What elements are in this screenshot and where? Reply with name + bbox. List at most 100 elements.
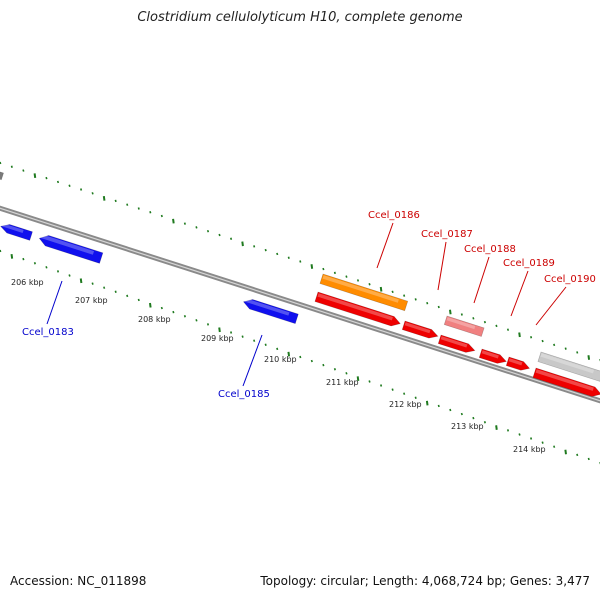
gene-label-leader	[242, 334, 263, 387]
scale-tick	[310, 359, 313, 363]
scale-tick	[564, 449, 567, 455]
scale-tick	[33, 262, 36, 265]
scale-tick	[206, 323, 210, 326]
scale-tick	[356, 376, 360, 382]
gene-label[interactable]: Ccel_0189	[503, 258, 555, 269]
scale-tick	[10, 253, 14, 259]
scale-tick	[379, 286, 383, 292]
gene-arrow-body	[478, 348, 507, 364]
scale-tick	[368, 380, 371, 383]
scale-tick	[0, 249, 2, 253]
gene-arrow-reverse[interactable]	[242, 297, 299, 325]
scale-tick	[310, 264, 314, 269]
scale-tick	[287, 256, 290, 259]
scale-label: 207 kbp	[75, 296, 108, 305]
scale-tick	[391, 388, 394, 391]
scale-tick	[10, 165, 13, 169]
accession-text: Accession: NC_011898	[10, 574, 147, 588]
scale-tick	[33, 173, 37, 178]
gene-arrow-highlight	[404, 322, 431, 334]
scale-tick	[322, 363, 325, 367]
gene-label[interactable]: Ccel_0190	[544, 274, 596, 285]
scale-tick	[22, 257, 25, 261]
scale-tick	[160, 214, 163, 218]
scale-tick	[114, 290, 117, 293]
scale-tick	[518, 332, 521, 338]
scale-tick	[541, 339, 544, 343]
scale-tick	[483, 421, 486, 424]
scale-tick	[172, 218, 175, 224]
scale-tick	[195, 226, 198, 229]
gene-label-leader	[535, 286, 567, 326]
scale-label: 214 kbp	[513, 445, 546, 454]
scale-tick	[68, 274, 71, 277]
gene-arrow-forward[interactable]	[314, 291, 402, 328]
gene-arrow-highlight	[446, 317, 476, 330]
scale-tick	[472, 416, 475, 420]
gene-arrow-forward[interactable]	[437, 334, 476, 355]
scale-tick	[80, 188, 83, 191]
scale-tick	[414, 298, 417, 301]
gene-arrow-highlight	[244, 298, 290, 316]
scale-tick	[126, 203, 129, 206]
scale-tick	[437, 404, 440, 408]
scale-tick	[230, 331, 233, 334]
scale-tick	[425, 400, 429, 406]
gene-arrow-highlight	[440, 336, 468, 348]
gene-label[interactable]: Ccel_0185	[218, 389, 270, 400]
scale-tick	[299, 260, 302, 263]
scale-tick	[183, 222, 186, 225]
gene-label-leader	[510, 270, 529, 317]
gene-arrow-forward[interactable]	[401, 320, 439, 341]
gene-arrow-body	[401, 320, 439, 339]
gene-arrow-highlight	[508, 358, 523, 366]
scale-tick	[391, 290, 394, 294]
scale-tick	[449, 309, 452, 315]
scale-tick	[495, 324, 498, 328]
gene-arrow-reverse[interactable]	[0, 222, 33, 241]
scale-tick	[79, 278, 83, 284]
scale-tick	[403, 392, 406, 395]
gene-arrow-highlight	[322, 275, 399, 303]
gene-arrow-body	[437, 334, 476, 353]
gene-label[interactable]: Ccel_0188	[464, 244, 516, 255]
scale-label: 210 kbp	[264, 355, 297, 364]
gene-arrow-highlight	[481, 350, 499, 359]
scale-tick	[149, 302, 152, 308]
gene-label[interactable]: Ccel_0183	[22, 327, 74, 338]
scale-tick	[218, 327, 221, 333]
scale-tick	[45, 266, 48, 269]
scale-tick	[241, 241, 244, 247]
gene-arrow-body	[38, 235, 104, 264]
gene-arrow-forward[interactable]	[505, 356, 531, 373]
scale-tick	[437, 305, 440, 309]
scale-tick	[553, 343, 556, 347]
scale-label: 212 kbp	[389, 400, 422, 409]
gene-arrow-forward[interactable]	[532, 367, 600, 399]
scale-tick	[518, 433, 521, 436]
scale-tick	[230, 237, 233, 240]
gene-label[interactable]: Ccel_0187	[421, 229, 473, 240]
gene-arrow-forward[interactable]	[0, 169, 4, 181]
gene-arrow-forward[interactable]	[443, 315, 485, 337]
scale-tick	[426, 301, 429, 305]
scale-tick	[276, 252, 279, 256]
gene-label[interactable]: Ccel_0186	[368, 210, 420, 221]
scale-tick	[553, 445, 556, 448]
scale-tick	[276, 347, 279, 351]
scale-tick	[183, 315, 186, 318]
scale-tick	[206, 229, 210, 233]
scale-tick	[126, 294, 129, 298]
gene-arrow-highlight	[40, 234, 95, 255]
scale-tick	[195, 319, 198, 322]
scale-tick	[564, 347, 567, 350]
scale-tick	[530, 437, 533, 440]
gene-arrow-highlight	[1, 223, 24, 233]
gene-arrow-forward[interactable]	[319, 273, 409, 312]
gene-arrow-forward[interactable]	[478, 348, 507, 366]
gene-label-leader	[437, 241, 447, 291]
scale-tick	[460, 313, 463, 316]
gene-arrow-reverse[interactable]	[38, 233, 104, 264]
